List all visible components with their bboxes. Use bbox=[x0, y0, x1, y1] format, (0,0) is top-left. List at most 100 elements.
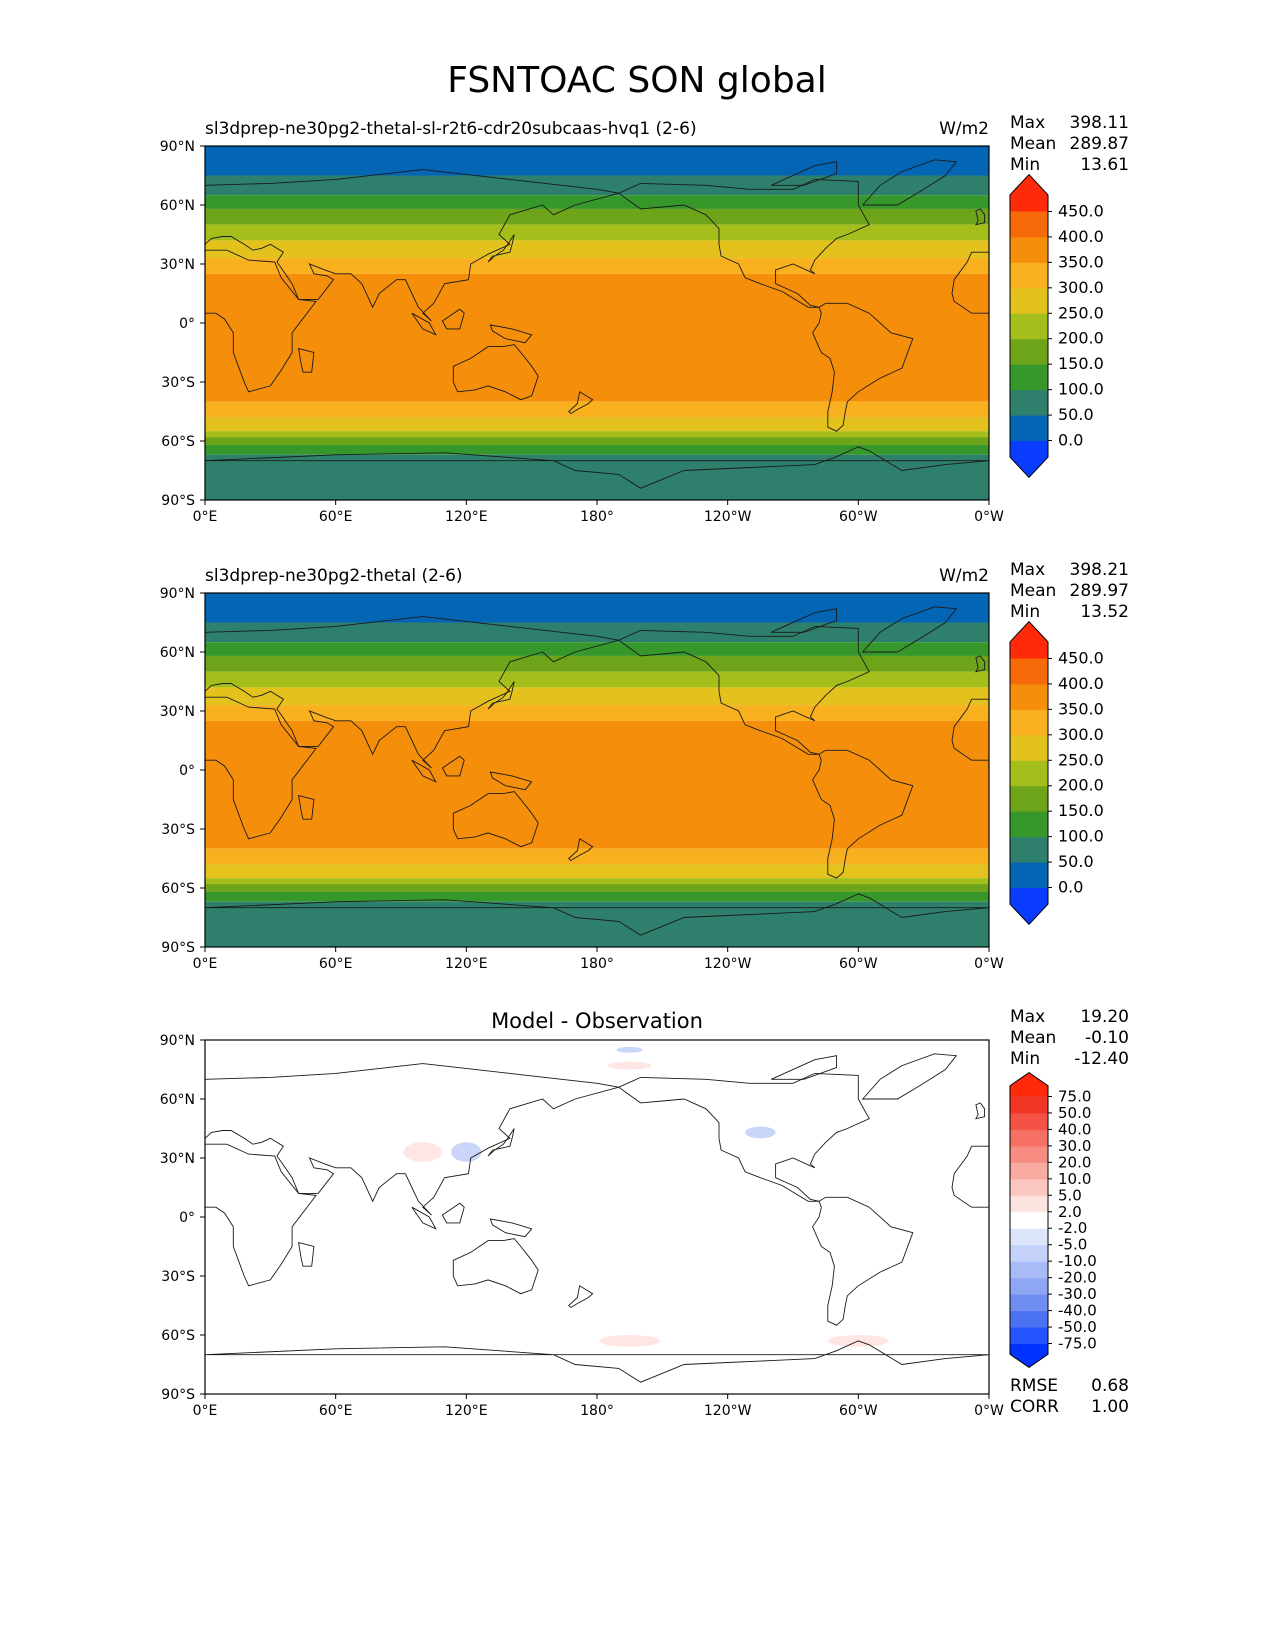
coastline bbox=[298, 794, 315, 820]
y-tick-label: 60°S bbox=[161, 1328, 195, 1344]
colorbar-segment bbox=[1010, 1096, 1048, 1114]
colorbar-label: 400.0 bbox=[1058, 227, 1104, 246]
stat-value: -12.40 bbox=[1074, 1049, 1129, 1069]
x-tick-label: 120°E bbox=[445, 1403, 488, 1419]
colorbar-label: 450.0 bbox=[1058, 201, 1104, 220]
coastline bbox=[951, 1145, 989, 1208]
x-tick-label: 0°E bbox=[193, 509, 218, 525]
colorbar-label: 250.0 bbox=[1058, 303, 1104, 322]
colorbar-segment bbox=[1010, 1310, 1048, 1328]
metric-value: 1.00 bbox=[1091, 1397, 1129, 1417]
anomaly-patch bbox=[451, 1142, 482, 1162]
colorbar-segment bbox=[1010, 709, 1048, 736]
coastline bbox=[812, 302, 914, 432]
colorbar-label: 450.0 bbox=[1058, 648, 1104, 667]
colorbar-label: -40.0 bbox=[1058, 1302, 1097, 1320]
x-tick-label: 0°E bbox=[193, 1403, 218, 1419]
colorbar-label: 200.0 bbox=[1058, 776, 1104, 795]
colorbar-segment bbox=[1010, 313, 1048, 340]
colorbar-segment bbox=[1010, 811, 1048, 838]
anomaly-patch bbox=[403, 1142, 443, 1162]
colorbar-segment bbox=[1010, 887, 1048, 925]
field-band bbox=[205, 671, 989, 688]
field-band bbox=[205, 622, 989, 643]
colorbar-label: -5.0 bbox=[1058, 1236, 1087, 1254]
field-band bbox=[205, 593, 989, 623]
stat-value: 19.20 bbox=[1080, 1007, 1129, 1027]
colorbar-label: 250.0 bbox=[1058, 750, 1104, 769]
coastline bbox=[487, 1128, 515, 1157]
coastline bbox=[205, 696, 317, 840]
stat-label: Mean bbox=[1010, 134, 1056, 154]
x-tick-label: 60°E bbox=[319, 1403, 353, 1419]
anomaly-patch bbox=[607, 1061, 652, 1070]
colorbar-segment bbox=[1010, 1145, 1048, 1163]
colorbar-segment bbox=[1010, 1261, 1048, 1279]
field-band bbox=[205, 208, 989, 225]
panel-title: sl3dprep-ne30pg2-thetal (2-6) bbox=[205, 566, 463, 586]
field-band bbox=[205, 444, 989, 455]
y-tick-label: 60°N bbox=[160, 645, 195, 661]
coastline bbox=[489, 324, 533, 344]
field-band bbox=[205, 705, 989, 721]
colorbar-label: 20.0 bbox=[1058, 1153, 1091, 1171]
stat-label: Max bbox=[1010, 113, 1045, 133]
coastline bbox=[771, 608, 838, 633]
coastline bbox=[568, 838, 594, 862]
field-band bbox=[205, 891, 989, 902]
colorbar-segment bbox=[1010, 1244, 1048, 1262]
colorbar-label: -30.0 bbox=[1058, 1285, 1097, 1303]
page-title: FSNTOAC SON global bbox=[447, 60, 826, 101]
x-tick-label: 0°W bbox=[974, 956, 1004, 972]
field-band bbox=[205, 848, 989, 865]
stat-label: Min bbox=[1010, 1049, 1040, 1069]
coastline bbox=[771, 1055, 838, 1080]
coastline bbox=[487, 681, 515, 710]
coastline bbox=[452, 344, 539, 401]
colorbar-label: 0.0 bbox=[1058, 431, 1083, 450]
colorbar-label: 150.0 bbox=[1058, 354, 1104, 373]
coastline bbox=[861, 606, 958, 653]
colorbar-segment bbox=[1010, 1294, 1048, 1312]
coastline bbox=[452, 1238, 539, 1295]
coastline bbox=[771, 161, 838, 186]
stat-value: 289.97 bbox=[1070, 581, 1129, 601]
field-band bbox=[205, 864, 989, 879]
coastline bbox=[205, 616, 619, 769]
colorbar-outline bbox=[1009, 620, 1049, 926]
y-tick-label: 30°S bbox=[161, 822, 195, 838]
chart-panel-1: 0°E 60°E 120°E 180° 120°W 60°W 0°W 90°N 60°N 30°N… bbox=[160, 113, 1129, 525]
field-band bbox=[205, 878, 989, 885]
anomaly-patch bbox=[745, 1126, 776, 1139]
x-tick-label: 120°E bbox=[445, 956, 488, 972]
coastline bbox=[812, 1196, 914, 1326]
coastline bbox=[812, 749, 914, 879]
y-tick-label: 60°S bbox=[161, 881, 195, 897]
field-band bbox=[205, 240, 989, 259]
x-tick-label: 120°W bbox=[704, 509, 752, 525]
coastline bbox=[411, 312, 437, 336]
coastline bbox=[861, 159, 958, 206]
colorbar-segment bbox=[1010, 1327, 1048, 1345]
colorbar-segment bbox=[1010, 440, 1048, 478]
coastline bbox=[205, 893, 989, 936]
field-band bbox=[205, 642, 989, 656]
coastline bbox=[205, 169, 619, 322]
colorbar-segment bbox=[1010, 658, 1048, 685]
x-tick-label: 120°W bbox=[704, 956, 752, 972]
colorbar: 0.0 50.0 100.0 150.0 200.0 250.0 300.0 350.0 400… bbox=[1009, 173, 1104, 479]
colorbar-label: -10.0 bbox=[1058, 1252, 1097, 1270]
coastline bbox=[951, 698, 989, 761]
colorbar-segment bbox=[1010, 389, 1048, 416]
anomaly-patch bbox=[599, 1335, 661, 1347]
colorbar-segment bbox=[1010, 1162, 1048, 1180]
stat-label: Max bbox=[1010, 1007, 1045, 1027]
coastline bbox=[861, 1053, 958, 1100]
y-tick-label: 30°S bbox=[161, 375, 195, 391]
stat-label: Mean bbox=[1010, 1028, 1056, 1048]
colorbar-label: 50.0 bbox=[1058, 852, 1094, 871]
y-tick-label: 90°N bbox=[160, 1033, 195, 1049]
stat-label: Min bbox=[1010, 602, 1040, 622]
colorbar-label: 200.0 bbox=[1058, 329, 1104, 348]
